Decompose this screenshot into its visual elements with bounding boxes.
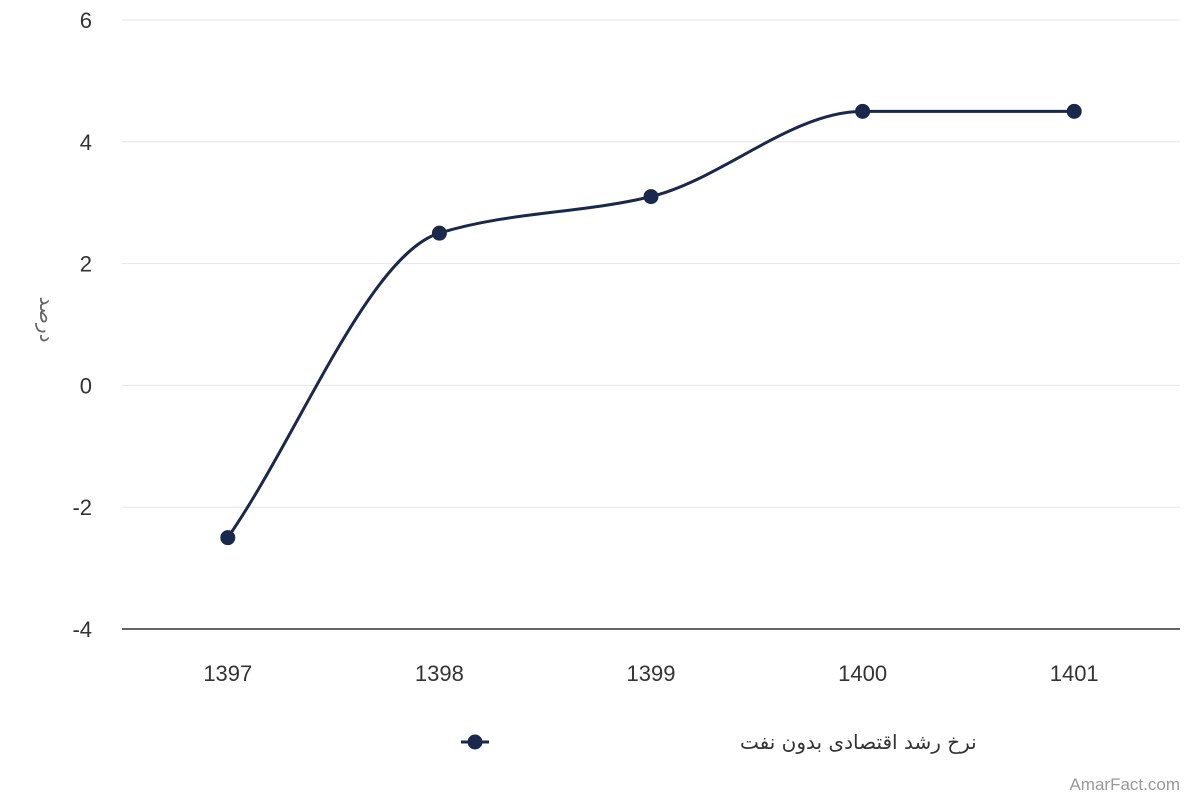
series-layer bbox=[220, 103, 1082, 546]
y-axis-label: درصد bbox=[35, 296, 59, 342]
x-tick-label: 1401 bbox=[1050, 661, 1099, 686]
x-tick-label: 1397 bbox=[203, 661, 252, 686]
legend-marker-dot bbox=[467, 734, 483, 750]
credit-link[interactable]: AmarFact.com bbox=[1069, 775, 1180, 794]
legend-item-label: نرخ رشد اقتصادی بدون نفت bbox=[740, 730, 977, 754]
x-tick-label: 1398 bbox=[415, 661, 464, 686]
series-line bbox=[226, 109, 1075, 539]
data-point bbox=[855, 103, 871, 119]
legend[interactable]: نرخ رشد اقتصادی بدون نفت bbox=[461, 730, 977, 754]
y-tick-label: -2 bbox=[72, 495, 92, 520]
y-tick-label: 4 bbox=[80, 130, 92, 155]
x-axis-ticks: 1397 1398 1399 1400 1401 bbox=[203, 661, 1098, 686]
grid-layer bbox=[122, 19, 1180, 630]
data-point bbox=[431, 225, 447, 241]
data-point bbox=[220, 530, 236, 546]
y-tick-label: 2 bbox=[80, 252, 92, 277]
data-point bbox=[1066, 103, 1082, 119]
y-tick-label: 6 bbox=[80, 8, 92, 33]
x-tick-label: 1399 bbox=[627, 661, 676, 686]
x-tick-label: 1400 bbox=[838, 661, 887, 686]
y-axis-ticks: -4 -2 0 2 4 6 bbox=[72, 8, 92, 642]
y-tick-label: 0 bbox=[80, 373, 92, 398]
y-tick-label: -4 bbox=[72, 617, 92, 642]
data-point bbox=[643, 189, 659, 205]
